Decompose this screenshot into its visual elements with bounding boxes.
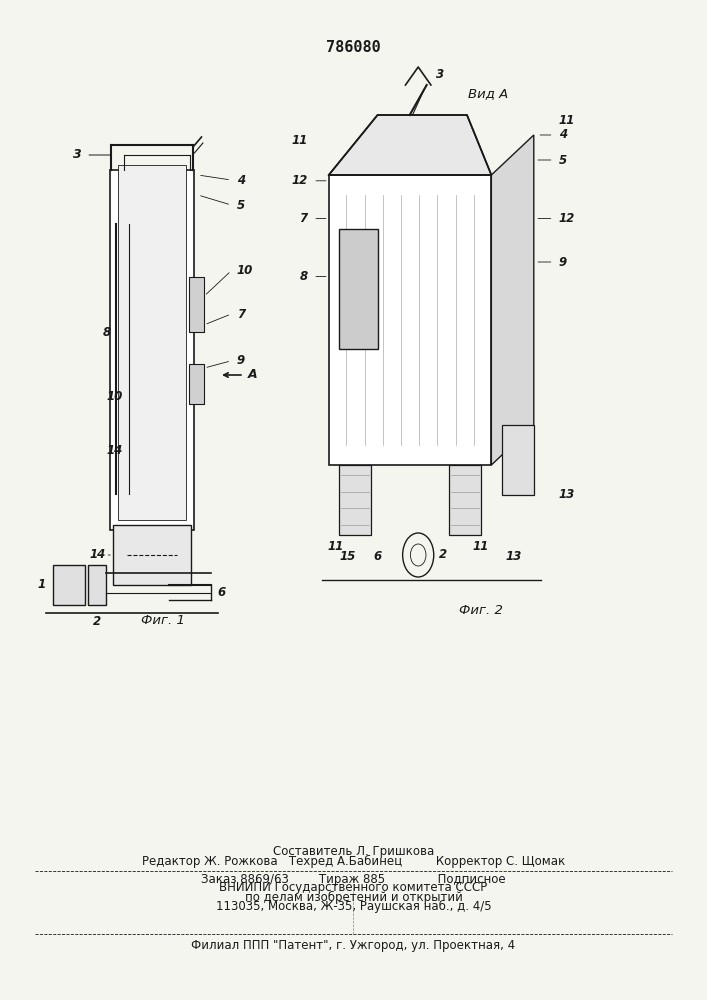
Text: 7: 7: [300, 212, 308, 225]
Text: 1: 1: [38, 578, 46, 591]
Text: 12: 12: [559, 212, 575, 225]
Text: Фиг. 2: Фиг. 2: [459, 603, 503, 616]
Polygon shape: [329, 115, 491, 175]
Text: А: А: [247, 368, 257, 381]
Text: 113035, Москва, Ж-35, Раушская наб., д. 4/5: 113035, Москва, Ж-35, Раушская наб., д. …: [216, 899, 491, 913]
Bar: [110, 170, 194, 530]
Text: 4: 4: [237, 174, 245, 186]
Bar: [339, 229, 378, 349]
Text: 11: 11: [473, 540, 489, 553]
Text: 4: 4: [559, 128, 566, 141]
Text: 10: 10: [106, 390, 122, 403]
Text: 3: 3: [73, 148, 81, 161]
Text: Филиал ППП "Патент", г. Ужгород, ул. Проектная, 4: Филиал ППП "Патент", г. Ужгород, ул. Про…: [192, 938, 515, 952]
Bar: [118, 165, 186, 520]
Bar: [53, 565, 85, 605]
Text: 6: 6: [217, 586, 225, 599]
Text: 7: 7: [237, 308, 245, 320]
Text: Фиг. 1: Фиг. 1: [141, 613, 185, 626]
Bar: [189, 277, 204, 332]
Text: по делам изобретений и открытий: по делам изобретений и открытий: [245, 890, 462, 904]
Text: 8: 8: [300, 270, 308, 283]
Polygon shape: [491, 135, 534, 465]
Bar: [88, 565, 106, 605]
Text: Редактор Ж. Рожкова   Техред А.Бабинец         Корректор С. Щомак: Редактор Ж. Рожкова Техред А.Бабинец Кор…: [142, 854, 565, 868]
Text: 6: 6: [373, 550, 382, 563]
Text: 14: 14: [90, 548, 106, 562]
Text: 8: 8: [103, 326, 110, 339]
Text: 5: 5: [559, 153, 566, 166]
Text: 13: 13: [559, 488, 575, 502]
Text: 10: 10: [237, 264, 253, 277]
Text: 3: 3: [436, 68, 444, 82]
Text: ВНИИПИ Государственного комитета СССР: ВНИИПИ Государственного комитета СССР: [219, 882, 488, 894]
Text: 9: 9: [559, 255, 566, 268]
Text: 5: 5: [237, 199, 245, 212]
Text: 11: 11: [291, 133, 308, 146]
Bar: [449, 465, 481, 535]
Text: Составитель Л. Гришкова: Составитель Л. Гришкова: [273, 844, 434, 857]
Bar: [329, 175, 491, 465]
Bar: [339, 465, 371, 535]
Text: 12: 12: [291, 174, 308, 187]
Text: Вид А: Вид А: [468, 87, 508, 100]
Bar: [189, 364, 204, 404]
Text: 13: 13: [506, 550, 522, 563]
Text: 11: 11: [559, 113, 575, 126]
Text: 9: 9: [237, 354, 245, 367]
Text: 11: 11: [328, 540, 344, 553]
Text: 2: 2: [93, 615, 101, 628]
Text: 2: 2: [439, 548, 448, 561]
Text: 15: 15: [339, 550, 356, 563]
Text: Заказ 8869/63        Тираж 885              Подписное: Заказ 8869/63 Тираж 885 Подписное: [201, 872, 506, 886]
Bar: [113, 525, 191, 585]
Text: 14: 14: [106, 444, 122, 457]
Text: 786080: 786080: [326, 40, 381, 55]
Bar: [502, 425, 534, 495]
